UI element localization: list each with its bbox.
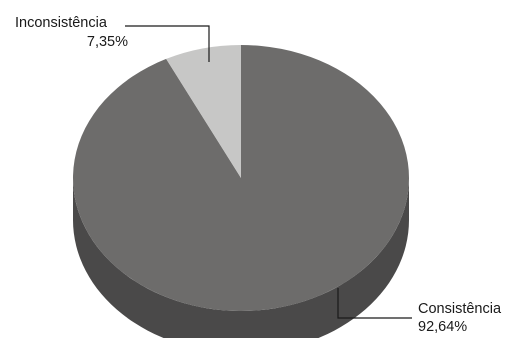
pie-slice-0 bbox=[72, 45, 409, 312]
leader-line-inconsistencia bbox=[125, 25, 210, 62]
slice-label-consistencia: Consistência bbox=[418, 301, 502, 317]
slice-value-inconsistencia: 7,35% bbox=[87, 34, 128, 50]
pie-slice-1 bbox=[166, 45, 241, 178]
slice-label-inconsistencia: Inconsistência bbox=[15, 15, 108, 31]
pie-side-0 bbox=[73, 178, 409, 338]
leader-line-consistencia bbox=[337, 288, 412, 319]
pie-depth bbox=[73, 178, 409, 338]
pie-top bbox=[72, 45, 409, 312]
slice-value-consistencia: 92,64% bbox=[418, 319, 467, 335]
